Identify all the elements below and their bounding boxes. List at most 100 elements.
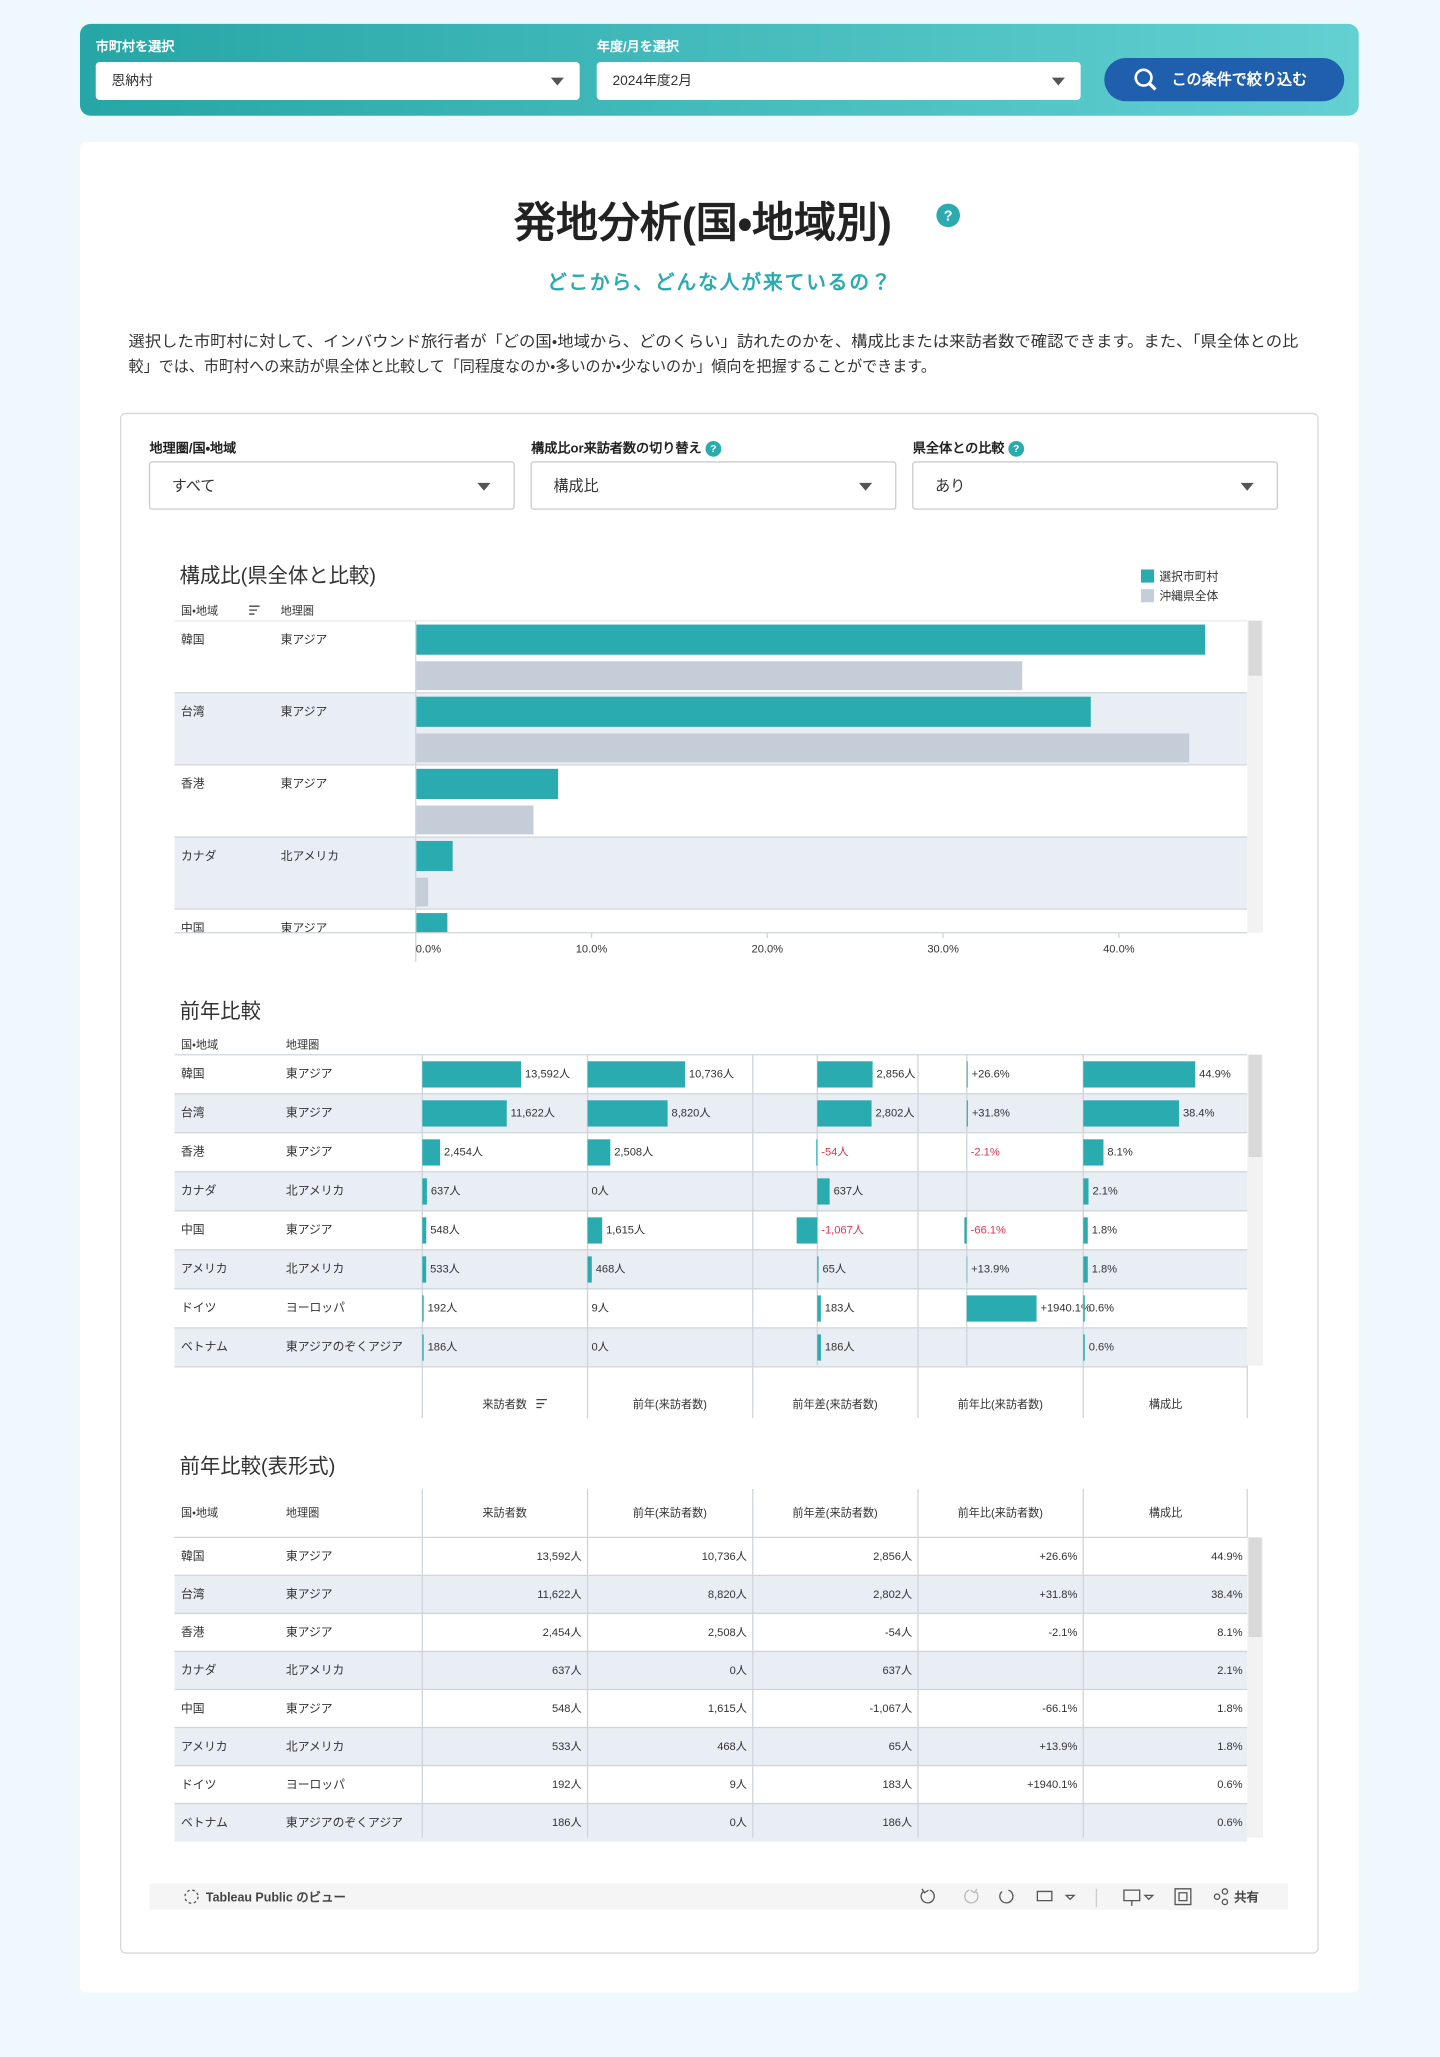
x-tick-label: 10.0%: [576, 944, 608, 956]
filter-select[interactable]: [530, 461, 897, 510]
column-header: 前年(来訪者数): [633, 1506, 707, 1520]
row-label: 中国: [181, 921, 205, 935]
cell: -2.1%: [1048, 1627, 1077, 1639]
bar: [422, 1217, 427, 1244]
help-icon[interactable]: [705, 440, 722, 457]
bar: [422, 1100, 507, 1127]
help-icon[interactable]: [1008, 440, 1025, 457]
row-background: [174, 1803, 1248, 1842]
scrollbar[interactable]: [1247, 620, 1263, 933]
fullscreen-icon[interactable]: [1174, 1888, 1192, 1906]
cell: 2,454人: [543, 1627, 582, 1639]
cell: 東アジア: [286, 1549, 333, 1563]
filter-label: 県全体との比較: [913, 439, 1006, 455]
share-label[interactable]: 共有: [1234, 1889, 1259, 1904]
value-label: 2,856人: [877, 1068, 916, 1080]
value-label: 0人: [591, 1341, 608, 1353]
x-tick-label: 40.0%: [1103, 944, 1135, 956]
toolbar-brand[interactable]: Tableau Public のビュー: [206, 1889, 346, 1904]
row-region: 東アジア: [281, 705, 328, 719]
row-background: [174, 1171, 1248, 1211]
cell: 東アジア: [286, 1625, 333, 1639]
x-tick-label: 20.0%: [752, 944, 784, 956]
bar: [422, 1334, 424, 1361]
scroll-thumb[interactable]: [1248, 620, 1262, 676]
select-value: あり: [935, 478, 965, 495]
row-background: [174, 1651, 1248, 1690]
search-icon: [1134, 68, 1153, 87]
row-label: ドイツ: [181, 1301, 216, 1315]
sort-icon[interactable]: [536, 1398, 547, 1409]
scroll-thumb[interactable]: [1248, 1054, 1262, 1158]
filter-select[interactable]: [912, 461, 1279, 510]
column-header: 地理圏: [286, 1038, 319, 1051]
row-background: [174, 1727, 1248, 1766]
x-tick-label: 0.0%: [416, 944, 441, 956]
bar: [817, 1178, 830, 1205]
value-label: +26.6%: [972, 1068, 1010, 1080]
cell: -66.1%: [1042, 1703, 1077, 1715]
device-icon[interactable]: [1123, 1889, 1155, 1906]
bar: [422, 1256, 427, 1283]
value-label: +13.9%: [971, 1263, 1009, 1275]
dropdown-arrow: [477, 482, 491, 491]
revert-icon[interactable]: [999, 1889, 1014, 1904]
scroll-thumb[interactable]: [1248, 1537, 1262, 1638]
undo-icon[interactable]: [920, 1888, 935, 1904]
cell: 1.8%: [1217, 1741, 1242, 1753]
bar: [1083, 1061, 1196, 1088]
filter-button[interactable]: [1104, 58, 1345, 102]
refresh-icon[interactable]: [1036, 1890, 1076, 1902]
dropdown-arrow: [1051, 77, 1065, 86]
value-label: -54人: [821, 1146, 848, 1158]
bar: [964, 1217, 967, 1244]
value-label: +1940.1%: [1040, 1302, 1091, 1314]
filter-label: 市町村を選択: [96, 38, 176, 54]
cell: 東アジア: [286, 1587, 333, 1601]
cell: 637人: [882, 1665, 912, 1677]
cell: 192人: [552, 1779, 582, 1791]
filter-select[interactable]: [148, 461, 515, 510]
cell: 38.4%: [1211, 1589, 1243, 1601]
cell: 0人: [730, 1817, 747, 1829]
value-label: 65人: [822, 1263, 846, 1275]
column-header: 国・地域: [181, 1507, 218, 1520]
column-label: 来訪者数: [482, 1398, 527, 1411]
cell: 10,736人: [702, 1551, 747, 1563]
cell: 2,856人: [873, 1551, 912, 1563]
period-select[interactable]: [596, 61, 1081, 100]
row-region: ヨーロッパ: [286, 1301, 345, 1315]
value-label: 2.1%: [1092, 1185, 1117, 1197]
cell: 2.1%: [1217, 1665, 1242, 1677]
bar: [587, 1061, 685, 1088]
dropdown-arrow: [550, 77, 564, 86]
cell: 0人: [730, 1665, 747, 1677]
help-icon[interactable]: [936, 203, 960, 228]
x-tick-label: 30.0%: [927, 944, 959, 956]
bar: [415, 913, 448, 933]
cell: 548人: [552, 1703, 582, 1715]
column-header: 前年比(来訪者数): [958, 1506, 1044, 1520]
share-icon[interactable]: [1213, 1893, 1221, 1900]
row-background: [174, 1689, 1248, 1728]
municipality-select[interactable]: [95, 61, 580, 100]
cell: アメリカ: [181, 1739, 228, 1753]
row-region: 東アジア: [286, 1223, 333, 1237]
bar: [415, 624, 1206, 655]
sort-icon[interactable]: [249, 605, 260, 615]
value-label: -1,067人: [821, 1224, 864, 1236]
row-label: ベトナム: [181, 1340, 228, 1354]
cell: -54人: [885, 1627, 912, 1639]
value-label: 10,736人: [689, 1068, 734, 1080]
row-region: 北アメリカ: [286, 1262, 344, 1276]
bar: [587, 1100, 668, 1127]
cell: カナダ: [181, 1663, 217, 1677]
column-label: 前年差(来訪者数): [792, 1397, 878, 1411]
value-label: +31.8%: [972, 1107, 1010, 1119]
bar: [966, 1256, 968, 1283]
redo-icon[interactable]: [964, 1888, 979, 1904]
tableau-logo: [184, 1889, 199, 1904]
cell: 香港: [181, 1625, 205, 1639]
cell: 44.9%: [1211, 1551, 1243, 1563]
